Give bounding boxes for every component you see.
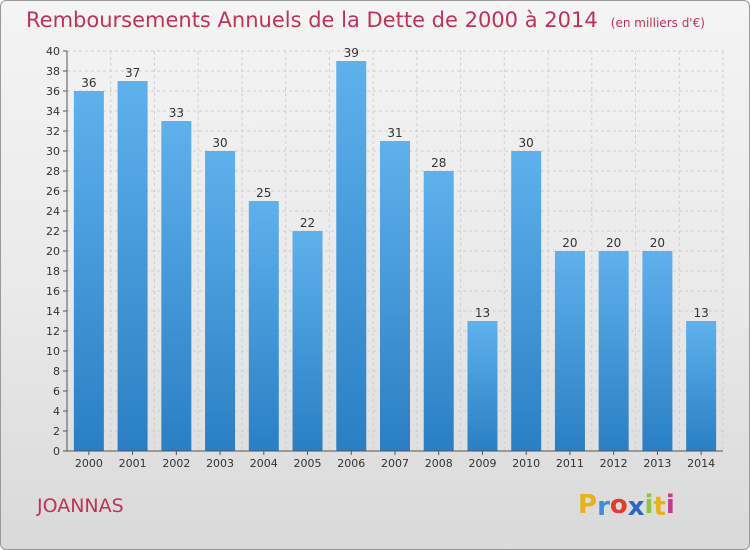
logo-letter: o <box>609 490 628 520</box>
bar-2001 <box>117 81 148 451</box>
bar-2011 <box>554 251 585 451</box>
y-tick-label: 40 <box>46 45 60 58</box>
x-tick-label: 2013 <box>643 457 671 470</box>
value-label: 28 <box>431 156 446 170</box>
value-label: 37 <box>125 66 140 80</box>
x-tick-label: 2014 <box>687 457 715 470</box>
y-tick-label: 28 <box>46 165 60 178</box>
bar-2007 <box>380 141 410 451</box>
value-labels: 36 37 33 30 25 22 39 31 28 13 30 20 20 20 13 <box>81 46 709 320</box>
bar-2002 <box>161 121 192 451</box>
bar-2004 <box>248 201 279 451</box>
y-tick-label: 4 <box>53 405 60 418</box>
y-tick-label: 30 <box>46 145 60 158</box>
value-label: 25 <box>256 186 271 200</box>
y-tick-label: 16 <box>46 285 60 298</box>
y-tick-label: 24 <box>46 205 60 218</box>
y-tick-label: 20 <box>46 245 60 258</box>
y-tick-label: 2 <box>53 425 60 438</box>
logo-letter: P <box>578 490 598 520</box>
chart-title: Remboursements Annuels de la Dette de 20… <box>26 8 705 32</box>
bar-2000 <box>73 91 104 451</box>
logo-letter: t <box>653 492 666 522</box>
y-tick-label: 10 <box>46 345 60 358</box>
y-tick-label: 18 <box>46 265 60 278</box>
logo-letter: i <box>665 490 675 520</box>
logo-letter: r <box>597 492 610 522</box>
value-label: 33 <box>169 106 184 120</box>
y-tick-label: 8 <box>53 365 60 378</box>
y-tick-label: 32 <box>46 125 60 138</box>
y-tick-label: 34 <box>46 105 60 118</box>
y-tick-label: 36 <box>46 85 60 98</box>
x-tick-label: 2008 <box>425 457 453 470</box>
value-label: 36 <box>81 76 96 90</box>
x-tick-label: 2009 <box>468 457 496 470</box>
bar-2010 <box>511 151 542 451</box>
value-label: 20 <box>562 236 577 250</box>
y-tick-label: 6 <box>53 385 60 398</box>
x-tick-label: 2010 <box>512 457 540 470</box>
x-tick-label: 2000 <box>75 457 103 470</box>
value-label: 39 <box>344 46 359 60</box>
x-tick-label: 2007 <box>381 457 409 470</box>
bar-2013 <box>642 251 673 451</box>
y-tick-label: 22 <box>46 225 60 238</box>
x-tick-label: 2001 <box>119 457 147 470</box>
y-tick-label: 26 <box>46 185 60 198</box>
value-label: 30 <box>212 136 227 150</box>
x-tick-label: 2012 <box>600 457 628 470</box>
value-label: 20 <box>650 236 665 250</box>
bars <box>73 61 717 451</box>
x-tick-label: 2005 <box>294 457 322 470</box>
bar-2008 <box>423 171 454 451</box>
value-label: 30 <box>519 136 534 150</box>
unit-text: (en milliers d'€) <box>610 16 705 30</box>
axes: 0246810121416182022242628303234363840200… <box>46 45 723 470</box>
bar-2003 <box>205 151 236 451</box>
y-tick-label: 12 <box>46 325 60 338</box>
logo-letter: x <box>627 492 645 522</box>
title-text: Remboursements Annuels de la Dette de 20… <box>26 8 598 32</box>
x-tick-label: 2006 <box>337 457 365 470</box>
proxiti-logo[interactable]: Proxiti <box>578 490 675 522</box>
y-tick-label: 38 <box>46 65 60 78</box>
bar-2014 <box>686 321 717 451</box>
x-tick-label: 2003 <box>206 457 234 470</box>
logo-letter: i <box>644 490 654 520</box>
x-tick-label: 2011 <box>556 457 584 470</box>
x-tick-label: 2002 <box>162 457 190 470</box>
value-label: 20 <box>606 236 621 250</box>
bar-2005 <box>292 231 323 451</box>
value-label: 31 <box>387 126 402 140</box>
bar-2012 <box>598 251 629 451</box>
value-label: 22 <box>300 216 315 230</box>
bar-2009 <box>467 321 498 451</box>
value-label: 13 <box>693 306 708 320</box>
bar-2006 <box>336 61 367 451</box>
y-tick-label: 14 <box>46 305 60 318</box>
value-label: 13 <box>475 306 490 320</box>
x-tick-label: 2004 <box>250 457 278 470</box>
y-tick-label: 0 <box>53 445 60 458</box>
city-name: JOANNAS <box>37 495 124 517</box>
